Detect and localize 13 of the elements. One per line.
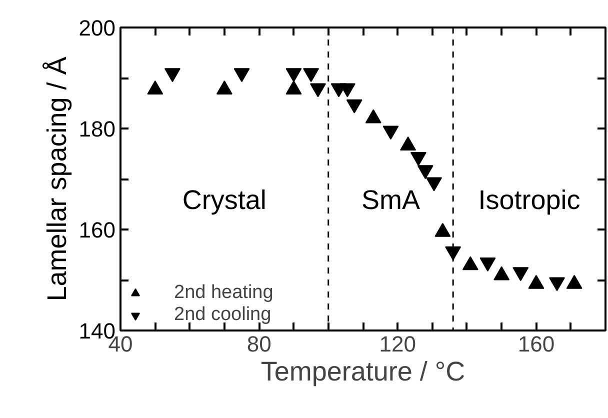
y-tick-label: 160 — [78, 218, 116, 242]
y-tick-label: 200 — [78, 16, 116, 40]
x-tick-label: 160 — [518, 332, 555, 356]
legend-label: 2nd cooling — [174, 304, 272, 326]
y-axis-title: Lamellar spacing / Å — [42, 56, 72, 302]
x-tick-label: 80 — [246, 332, 272, 356]
annotation: Isotropic — [478, 185, 580, 216]
legend-label: 2nd heating — [174, 282, 274, 304]
y-tick-label: 180 — [78, 116, 116, 142]
annotation: SmA — [361, 185, 420, 216]
x-axis-title: Temperature / °C — [260, 356, 466, 386]
x-tick-label: 120 — [379, 332, 416, 356]
annotation: Crystal — [182, 185, 266, 216]
